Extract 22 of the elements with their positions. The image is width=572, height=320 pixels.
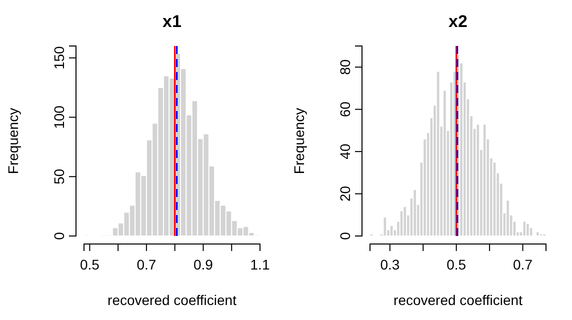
- y-tick-label: 50: [51, 168, 67, 184]
- chart-title: x1: [162, 12, 182, 31]
- y-tick-label: 0: [337, 232, 353, 240]
- x-axis-title: recovered coefficient: [108, 292, 237, 308]
- chart-title: x2: [448, 12, 468, 31]
- y-tick-label: 60: [337, 101, 353, 118]
- y-tick-label: 20: [337, 186, 353, 202]
- y-tick-label: 80: [337, 59, 353, 75]
- x-tick-label: 0.7: [136, 256, 156, 272]
- x-tick-label: 0.9: [193, 256, 214, 272]
- y-tick-label: 100: [51, 105, 67, 129]
- x-tick-label: 0.7: [513, 256, 533, 272]
- x-axis-title: recovered coefficient: [394, 292, 523, 308]
- y-tick-label: 0: [51, 232, 67, 240]
- y-axis-title: Frequency: [5, 108, 21, 174]
- y-axis-title: Frequency: [291, 108, 307, 174]
- y-tick-label: 40: [337, 144, 353, 160]
- x-tick-label: 0.5: [80, 256, 100, 272]
- x-tick-label: 1.1: [250, 256, 270, 272]
- y-tick-label: 150: [51, 46, 67, 70]
- x-tick-label: 0.3: [380, 256, 400, 272]
- x-tick-label: 0.5: [446, 256, 466, 272]
